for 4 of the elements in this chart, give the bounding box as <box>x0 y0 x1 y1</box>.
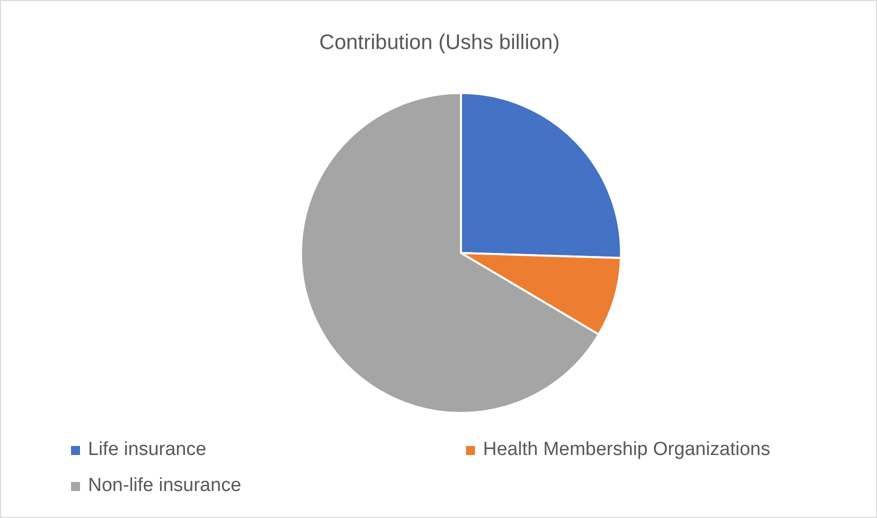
legend-label: Health Membership Organizations <box>483 439 770 461</box>
legend-label: Life insurance <box>88 439 206 461</box>
legend-label: Non-life insurance <box>88 475 242 497</box>
chart-title: Contribution (Ushs billion) <box>318 31 561 55</box>
